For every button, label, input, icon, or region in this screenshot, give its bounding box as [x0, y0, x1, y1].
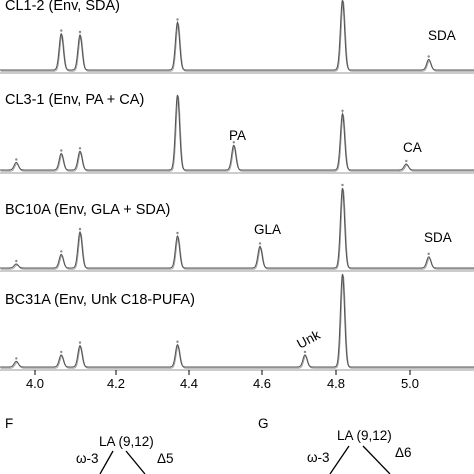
x-tick-label: 4.0 [26, 376, 44, 391]
pathway-g-left-label: ω-3 [307, 450, 330, 465]
peak-apex-marker [78, 341, 82, 344]
arrow-left [329, 445, 350, 474]
panel-b-trace [0, 0, 474, 71]
peak-apex-marker [15, 357, 18, 360]
panel-c-peak-label-pa: PA [229, 128, 246, 143]
pathway-f-left-label: ω-3 [76, 451, 99, 466]
pathway-g-right-label: Δ6 [395, 445, 412, 460]
peak-apex-marker [78, 227, 82, 231]
panel-g-letter: G [258, 416, 269, 431]
x-tick-label: 4.6 [253, 376, 271, 391]
panel-c-trace [0, 94, 474, 171]
peak-apex-marker [405, 159, 408, 163]
pathway-g-node: LA (9,12) [337, 428, 392, 443]
panel-f-letter: F [5, 416, 13, 431]
trace-overlay [0, 275, 474, 369]
panel-d: BC10A (Env, GLA + SDA) GLA SDA [0, 187, 474, 272]
panel-d-trace [0, 187, 474, 269]
peak-apex-marker [60, 250, 63, 253]
panel-e-peak-label-unk: Unk [294, 327, 322, 352]
panel-c-title: CL3-1 (Env, PA + CA) [5, 92, 144, 108]
pathway-f-node: LA (9,12) [99, 434, 154, 449]
peak-apex-marker [303, 350, 307, 354]
peak-apex-marker [258, 242, 262, 245]
trace-overlay [0, 1, 474, 72]
peak-apex-marker [176, 18, 179, 21]
panel-d-peak-label-gla: GLA [254, 222, 281, 237]
panel-e: BC31A (Env, Unk C18-PUFA) Unk [0, 273, 474, 371]
arrow-right [125, 450, 146, 474]
peak-apex-marker [232, 141, 235, 144]
peak-apex-marker [78, 30, 82, 34]
peak-apex-marker [341, 109, 344, 113]
x-tick-label: 4.8 [327, 376, 345, 391]
arrow-left [99, 450, 114, 474]
panel-d-title: BC10A (Env, GLA + SDA) [5, 202, 170, 218]
panel-c-peak-label-ca: CA [403, 140, 422, 155]
x-axis: 4.0 4.2 4.4 4.6 4.8 5.0 [26, 370, 419, 391]
peak-apex-marker [60, 350, 63, 354]
peak-apex-marker [60, 29, 63, 32]
panel-b-peak-label-sda: SDA [428, 28, 456, 43]
panel-d-peak-label-sda: SDA [424, 230, 452, 245]
panel-b: CL1-2 (Env, SDA) SDA [0, 0, 474, 74]
panel-e-title: BC31A (Env, Unk C18-PUFA) [5, 292, 195, 308]
x-tick-label: 4.4 [180, 376, 198, 391]
peak-apex-marker [427, 55, 430, 58]
pathway-f: F LA (9,12) ω-3 Δ5 [5, 416, 174, 474]
x-tick-label: 4.2 [107, 376, 125, 391]
trace-overlay [0, 189, 474, 270]
panel-b-title: CL1-2 (Env, SDA) [5, 0, 120, 14]
peak-apex-marker [427, 252, 430, 255]
peak-apex-marker [341, 183, 344, 187]
x-tick-label: 5.0 [401, 376, 419, 391]
arrow-right [362, 445, 391, 474]
peak-apex-marker [15, 158, 18, 161]
peak-apex-marker [78, 147, 82, 150]
peak-apex-marker [176, 231, 179, 235]
pathway-g: G LA (9,12) ω-3 Δ6 [258, 416, 412, 474]
panel-e-trace [0, 273, 474, 368]
peak-apex-marker [15, 259, 18, 263]
pathway-f-right-label: Δ5 [157, 451, 174, 466]
peak-apex-marker [60, 149, 63, 152]
panel-c: CL3-1 (Env, PA + CA) PA CA [0, 92, 474, 174]
peak-apex-marker [176, 340, 179, 343]
